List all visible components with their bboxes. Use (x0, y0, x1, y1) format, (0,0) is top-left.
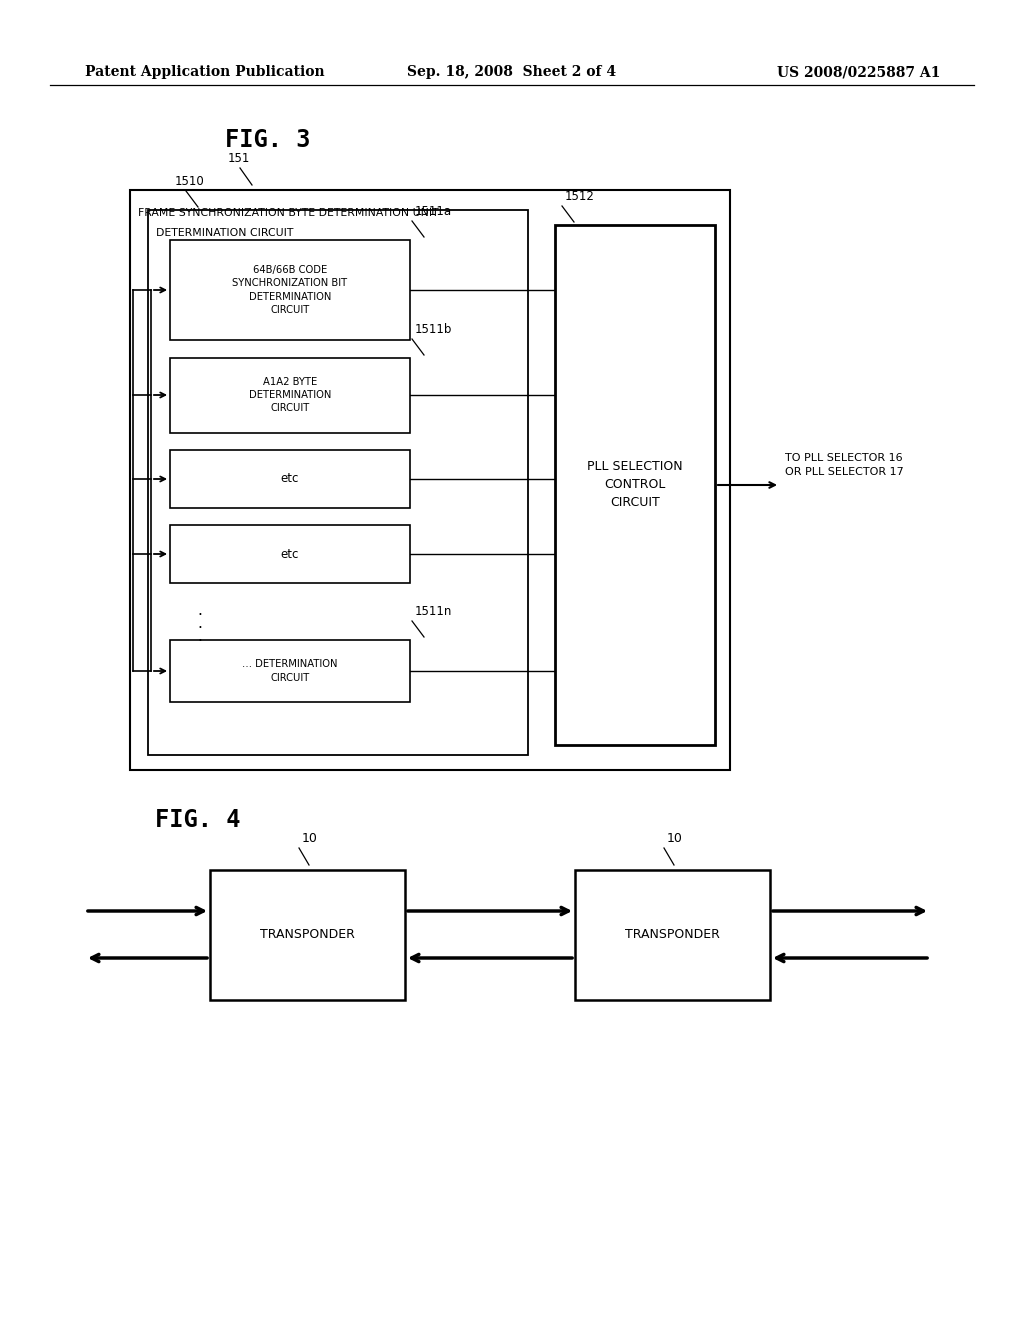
Text: TRANSPONDER: TRANSPONDER (625, 928, 720, 941)
Text: DETERMINATION CIRCUIT: DETERMINATION CIRCUIT (156, 228, 293, 238)
Text: etc: etc (281, 473, 299, 486)
Text: 1511a: 1511a (415, 205, 453, 218)
Bar (170, 450, 410, 508)
Text: 1511n: 1511n (415, 605, 453, 618)
Bar (170, 358, 410, 433)
Text: PLL SELECTION
CONTROL
CIRCUIT: PLL SELECTION CONTROL CIRCUIT (587, 461, 683, 510)
Bar (170, 525, 410, 583)
Text: FIG. 3: FIG. 3 (225, 128, 310, 152)
Text: 10: 10 (667, 832, 683, 845)
Text: 64B/66B CODE
SYNCHRONIZATION BIT
DETERMINATION
CIRCUIT: 64B/66B CODE SYNCHRONIZATION BIT DETERMI… (232, 265, 347, 314)
Bar (555, 224, 715, 744)
Text: .: . (198, 630, 203, 644)
Text: Sep. 18, 2008  Sheet 2 of 4: Sep. 18, 2008 Sheet 2 of 4 (408, 65, 616, 79)
Text: FRAME SYNCHRONIZATION BYTE DETERMINATION UNIT: FRAME SYNCHRONIZATION BYTE DETERMINATION… (138, 209, 438, 218)
Text: 1511b: 1511b (415, 323, 453, 337)
Text: US 2008/0225887 A1: US 2008/0225887 A1 (776, 65, 940, 79)
Text: … DETERMINATION
CIRCUIT: … DETERMINATION CIRCUIT (243, 660, 338, 682)
Text: FIG. 4: FIG. 4 (155, 808, 241, 832)
Text: 10: 10 (302, 832, 317, 845)
Bar (170, 640, 410, 702)
Text: Patent Application Publication: Patent Application Publication (85, 65, 325, 79)
Text: 151: 151 (228, 152, 251, 165)
Text: .: . (198, 603, 203, 618)
Text: 1510: 1510 (175, 176, 205, 187)
Text: 1512: 1512 (565, 190, 595, 203)
Bar (210, 870, 406, 1001)
Bar (170, 240, 410, 341)
Text: etc: etc (281, 548, 299, 561)
Text: A1A2 BYTE
DETERMINATION
CIRCUIT: A1A2 BYTE DETERMINATION CIRCUIT (249, 376, 331, 413)
Text: TRANSPONDER: TRANSPONDER (259, 928, 354, 941)
Bar (148, 210, 528, 755)
Bar (575, 870, 770, 1001)
Text: .: . (198, 616, 203, 631)
Bar (130, 190, 730, 770)
Text: TO PLL SELECTOR 16
OR PLL SELECTOR 17: TO PLL SELECTOR 16 OR PLL SELECTOR 17 (785, 453, 904, 477)
